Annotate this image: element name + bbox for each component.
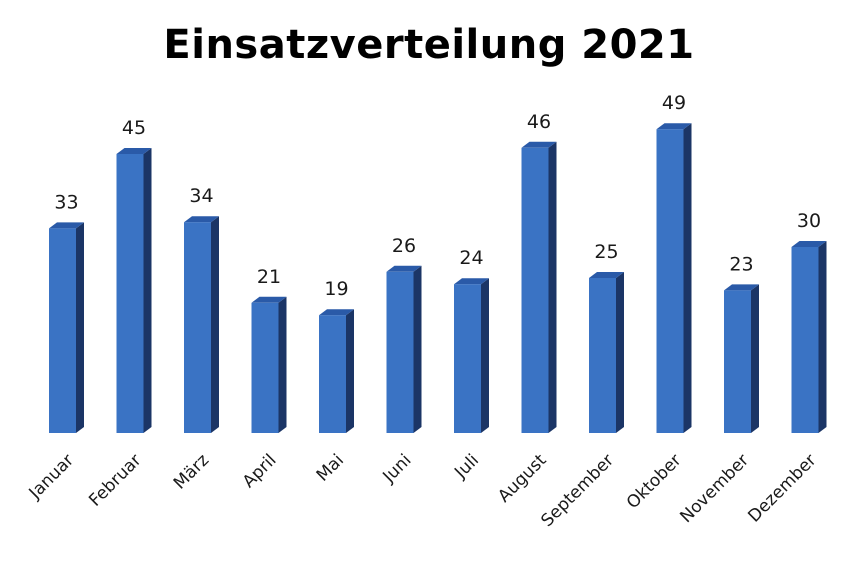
x-tick-label: Januar: [25, 450, 78, 503]
bar-value-label: 34: [189, 185, 213, 207]
bar-top-face: [251, 296, 287, 303]
bar-side-face: [346, 309, 354, 433]
bar-side-face: [278, 296, 287, 433]
bar-front-face: [184, 222, 211, 433]
bar-side-face: [481, 278, 489, 433]
bar: [251, 296, 287, 433]
bar-top-face: [656, 123, 692, 130]
bar-top-face: [589, 272, 624, 278]
bar-side-face: [211, 216, 219, 433]
bar: [386, 265, 422, 433]
x-tick-label: Oktober: [623, 450, 686, 513]
bar: [116, 148, 152, 433]
bar-front-face: [791, 247, 819, 433]
bar: [791, 241, 827, 433]
bar-value-label: 24: [459, 247, 483, 269]
bar-top-face: [521, 141, 557, 148]
bar: [184, 216, 219, 433]
bar-side-face: [751, 284, 759, 433]
bar-value-label: 19: [324, 278, 348, 300]
bar-top-face: [116, 148, 152, 154]
bar: [589, 272, 624, 433]
bar-top-face: [319, 309, 354, 316]
bar: [724, 284, 759, 433]
bar-side-face: [548, 141, 557, 434]
bar-value-label: 26: [392, 235, 416, 257]
bar-front-face: [116, 154, 144, 433]
bar-top-face: [49, 222, 84, 229]
bar-top-face: [454, 278, 489, 285]
value-labels-group: 33 45 34 21 19 26 24 46 25 49 23 30: [54, 92, 821, 300]
bar-top-face: [724, 284, 759, 291]
bars-group: [49, 123, 827, 434]
bar: [521, 141, 557, 434]
bar-top-face: [791, 241, 827, 247]
bar-front-face: [386, 271, 414, 433]
bar-side-face: [616, 272, 624, 433]
bar-value-label: 25: [594, 241, 618, 263]
bar-value-label: 21: [257, 266, 281, 288]
bar-top-face: [386, 265, 422, 272]
bar-value-label: 30: [797, 210, 821, 232]
bar-value-label: 45: [122, 117, 146, 139]
bar-front-face: [49, 228, 76, 433]
bar-front-face: [319, 315, 346, 433]
bar-front-face: [454, 284, 481, 433]
x-tick-label: September: [537, 450, 618, 531]
bar-front-face: [656, 129, 684, 433]
bar-front-face: [589, 278, 616, 433]
x-tick-label: Juni: [379, 450, 416, 487]
bar-value-label: 46: [527, 111, 551, 133]
x-tick-label: Mai: [313, 450, 348, 485]
bar-side-face: [143, 148, 152, 433]
bar-side-face: [413, 265, 422, 433]
bar-side-face: [818, 241, 827, 433]
x-tick-label: August: [494, 450, 550, 506]
bar-top-face: [184, 216, 219, 223]
bar-front-face: [251, 302, 279, 433]
x-tick-label: Februar: [85, 450, 145, 510]
x-tick-label: November: [676, 450, 753, 527]
bar-side-face: [683, 123, 692, 433]
x-tick-label: Dezember: [744, 450, 820, 526]
bar-value-label: 33: [54, 191, 78, 213]
bar-value-label: 49: [662, 92, 686, 114]
bar-side-face: [76, 222, 84, 433]
bar-front-face: [724, 290, 751, 433]
x-tick-labels-group: Januar Februar März April Mai Juni Juli AugustS…: [25, 450, 821, 531]
x-tick-label: April: [239, 450, 281, 492]
bar: [454, 278, 489, 433]
chart-title: Einsatzverteilung 2021: [163, 22, 695, 68]
x-tick-label: März: [170, 450, 213, 493]
bar: [656, 123, 692, 433]
bar: [319, 309, 354, 433]
x-tick-label: Juli: [450, 450, 483, 483]
bar: [49, 222, 84, 433]
bar-value-label: 23: [729, 253, 753, 275]
bar-front-face: [521, 147, 549, 434]
